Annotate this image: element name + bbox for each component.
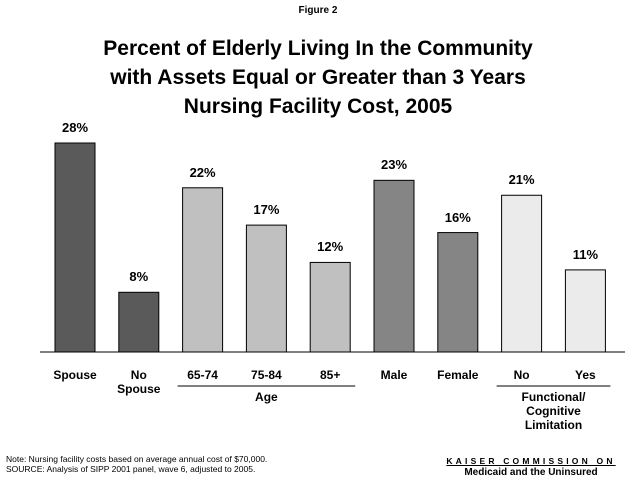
bar <box>564 269 606 353</box>
x-tick-label: 85+ <box>320 368 341 382</box>
x-tick-label: No <box>513 368 530 382</box>
data-label: 17% <box>253 202 280 218</box>
group-label: Functional/ Cognitive Limitation <box>521 390 586 432</box>
bar <box>54 142 96 353</box>
x-tick-label: No Spouse <box>117 368 161 396</box>
source: SOURCE: Analysis of SIPP 2001 panel, wav… <box>6 464 256 474</box>
data-label: 8% <box>129 269 149 285</box>
data-label: 16% <box>444 209 471 225</box>
bar <box>501 194 543 353</box>
bar <box>182 187 224 353</box>
x-tick-label: Spouse <box>53 368 97 382</box>
x-tick-label: Female <box>437 368 479 382</box>
x-tick-label: 75-84 <box>251 368 282 382</box>
chart-title: with Assets Equal or Greater than 3 Year… <box>110 66 526 89</box>
bar <box>373 179 415 353</box>
data-label: 22% <box>189 164 216 180</box>
note: Note: Nursing facility costs based on av… <box>6 454 268 464</box>
logo-line: KAISER COMMISSION ON <box>446 456 616 466</box>
logo-line: Medicaid and the Uninsured <box>464 467 598 478</box>
group-label: Age <box>255 390 278 404</box>
figure-label: Figure 2 <box>298 5 338 16</box>
data-label: 12% <box>317 239 344 255</box>
chart-title: Nursing Facility Cost, 2005 <box>183 95 453 118</box>
data-label: 21% <box>508 172 535 188</box>
chart-title: Percent of Elderly Living In the Communi… <box>103 37 533 60</box>
x-tick-label: Male <box>380 368 408 382</box>
bar <box>245 224 287 353</box>
bar <box>309 261 351 353</box>
x-tick-label: 65-74 <box>187 368 218 382</box>
x-tick-label: Yes <box>575 368 596 382</box>
bar <box>437 232 479 353</box>
data-label: 23% <box>380 157 408 173</box>
bar <box>118 291 160 353</box>
data-label: 11% <box>572 246 599 262</box>
data-label: 28% <box>61 120 89 135</box>
